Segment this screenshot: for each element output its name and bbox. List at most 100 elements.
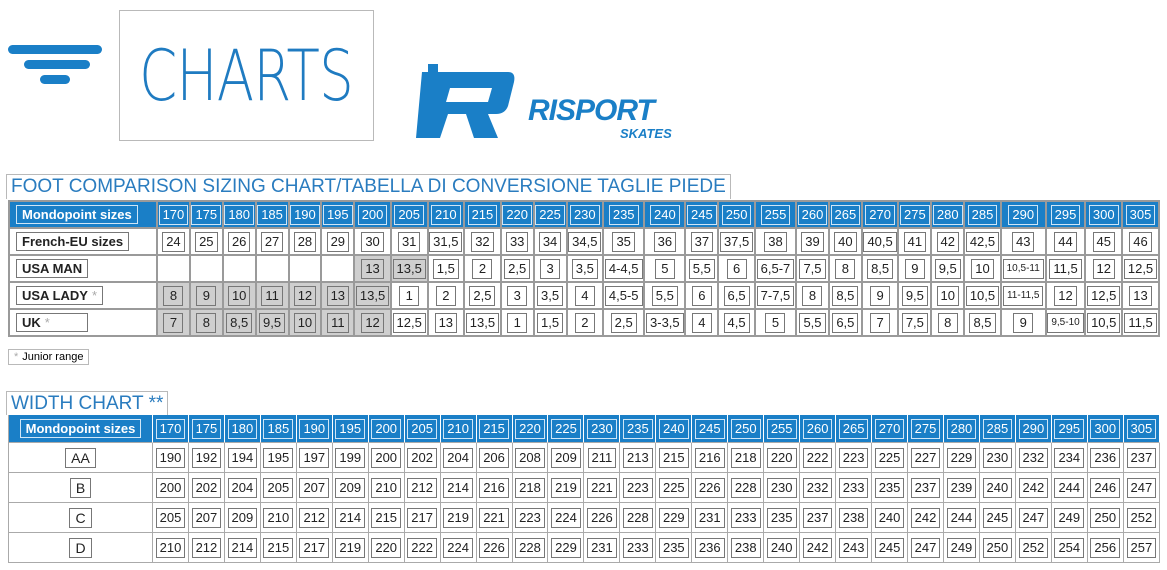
header-cell: 240	[645, 202, 685, 227]
cell-value: 231	[587, 537, 617, 558]
cell-value: 9	[870, 285, 891, 306]
header-row: Mondopoint sizes 170 175 180 185 190 195 200 205…	[9, 415, 1160, 443]
cell-value: 7	[870, 312, 891, 333]
table-cell: 212	[296, 503, 333, 533]
cell-value: 12,5	[1087, 285, 1121, 306]
column-size: 300	[1090, 418, 1121, 439]
cell-value: 29	[326, 231, 350, 252]
table-cell: 40	[829, 229, 861, 254]
column-size: 245	[686, 204, 717, 225]
column-size: 270	[865, 204, 895, 225]
cell-value: 226	[587, 507, 617, 528]
table-cell: 11,5	[1046, 256, 1085, 281]
table-cell: 9	[862, 283, 898, 308]
cell-value: 36	[653, 231, 677, 252]
cell-value: 9,5-10	[1047, 312, 1084, 333]
foot-chart-title: FOOT COMPARISON SIZING CHART/TABELLA DI …	[6, 174, 731, 199]
cell-value: 244	[1054, 477, 1085, 498]
row-label-text: UK	[22, 315, 41, 330]
cell-value: 228	[623, 507, 653, 528]
header-label: Mondopoint sizes	[19, 419, 142, 438]
cell-value: 232	[1018, 447, 1049, 468]
cell-value: 10,5-11	[1002, 258, 1044, 279]
column-size: 230	[569, 204, 600, 225]
table-cell: 41	[899, 229, 931, 254]
cell-value: 233	[838, 477, 869, 498]
cell-value: 247	[1018, 507, 1049, 528]
table-cell: 24	[158, 229, 189, 254]
table-cell: 13	[355, 256, 390, 281]
table-cell: 194	[224, 443, 261, 473]
table-cell: 12,5	[391, 310, 427, 335]
cell-value: 8,5	[832, 285, 859, 306]
cell-value: 37,5	[719, 231, 754, 252]
cell-value: 8	[163, 285, 184, 306]
cell-value: 3	[540, 258, 561, 279]
header-label-cell: Mondopoint sizes	[9, 415, 153, 443]
table-cell: 204	[224, 473, 261, 503]
cell-value: 26	[227, 231, 251, 252]
header-cell: 175	[190, 202, 222, 227]
cell-value: 222	[407, 537, 437, 558]
cell-value: 242	[1018, 477, 1049, 498]
cell-value: 218	[730, 447, 761, 468]
column-size: 190	[299, 418, 330, 439]
header-cell: 255	[764, 415, 801, 443]
cell-value: 233	[730, 507, 761, 528]
cell-value: 237	[910, 477, 941, 498]
cell-value: 224	[443, 537, 473, 558]
cell-value: 45	[1092, 231, 1115, 252]
cell-value: 237	[802, 507, 833, 528]
table-cell: 12	[355, 310, 390, 335]
table-cell: 250	[979, 533, 1016, 563]
table-cell: 10	[932, 283, 964, 308]
cell-value: 3,5	[537, 285, 564, 306]
table-cell: 13	[1123, 283, 1158, 308]
table-cell: 6,5	[719, 283, 754, 308]
header-cell: 280	[932, 202, 964, 227]
header-cell: 295	[1051, 415, 1088, 443]
table-cell: 254	[1051, 533, 1088, 563]
cell-value: 9	[1013, 312, 1034, 333]
table-cell: 12,5	[1123, 256, 1158, 281]
table-row: C 205 207 209 210 212 214 215 217 219 221 223 224 226…	[9, 503, 1160, 533]
header-cell: 170	[158, 202, 189, 227]
table-cell: 4	[686, 310, 718, 335]
column-size: 205	[394, 204, 425, 225]
table-cell: 208	[512, 443, 549, 473]
table-cell: 8	[829, 256, 861, 281]
header-cell: 200	[368, 415, 405, 443]
column-size: 180	[227, 418, 258, 439]
table-cell: 31	[391, 229, 427, 254]
table-cell: 205	[153, 503, 189, 533]
table-cell: 46	[1123, 229, 1158, 254]
table-cell: 5	[645, 256, 685, 281]
table-cell: 13	[428, 310, 464, 335]
header-cell: 185	[256, 202, 288, 227]
cell-value: 32	[471, 231, 494, 252]
cell-value: 12	[293, 285, 317, 306]
header-cell: 225	[548, 415, 585, 443]
cell-value: 218	[515, 477, 545, 498]
cell-value: 209	[227, 507, 258, 528]
column-size: 285	[982, 418, 1013, 439]
table-cell: 211	[584, 443, 621, 473]
header-cell: 170	[153, 415, 189, 443]
column-size: 220	[502, 204, 533, 225]
cell-value: 219	[551, 477, 581, 498]
table-cell: 28	[289, 229, 321, 254]
table-cell: 210	[368, 473, 405, 503]
header-cell: 230	[567, 202, 603, 227]
cell-value: 200	[155, 477, 186, 498]
cell-value: 12	[1054, 285, 1077, 306]
table-cell: 7,5	[797, 256, 828, 281]
cell-value: 5	[654, 258, 675, 279]
row-label-cell: AA	[9, 443, 153, 473]
table-cell: 42	[932, 229, 964, 254]
table-cell: 250	[1087, 503, 1124, 533]
cell-value: 229	[551, 537, 581, 558]
header-cell: 210	[440, 415, 477, 443]
table-cell: 2,5	[501, 256, 533, 281]
cell-value: 4	[691, 312, 712, 333]
table-cell: 34	[534, 229, 566, 254]
